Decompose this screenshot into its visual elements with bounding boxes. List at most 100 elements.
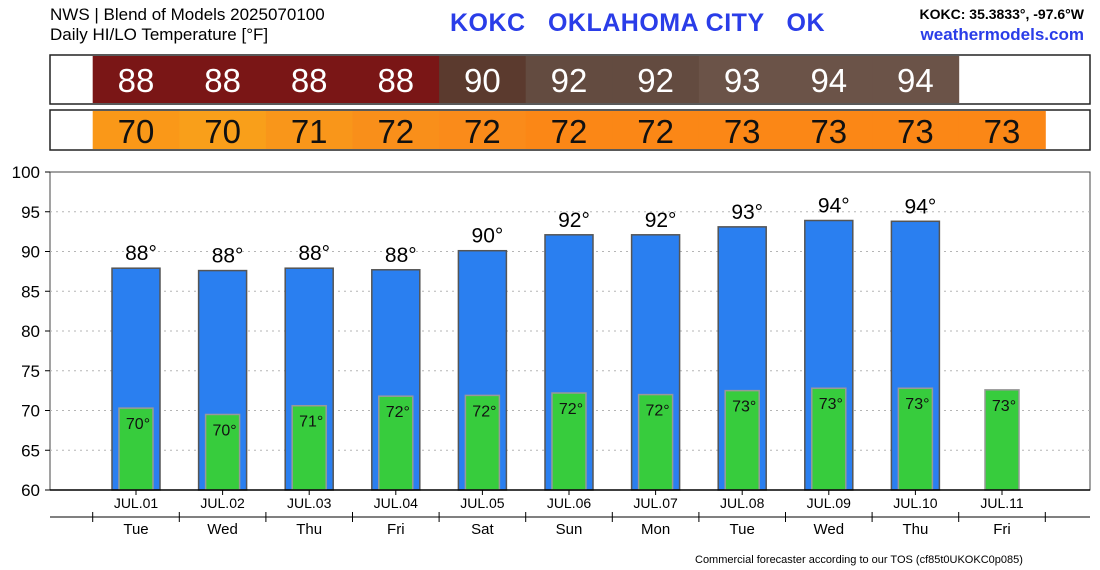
lo-table-value: 70 [118, 113, 155, 150]
hi-bar-label: 92° [645, 209, 677, 232]
hi-table-cell [612, 56, 700, 103]
y-tick-label: 65 [21, 441, 40, 460]
lo-bar-label: 73° [905, 396, 929, 413]
hi-table-cell [872, 56, 960, 103]
day-label: Tue [730, 521, 755, 538]
lo-table-cell [439, 111, 527, 149]
hi-table-value: 88 [204, 62, 241, 99]
hi-table-value: 92 [637, 62, 674, 99]
lo-bar-label: 72° [645, 403, 669, 420]
lo-bar [291, 404, 327, 491]
day-label: Thu [902, 521, 928, 538]
lo-bar [118, 407, 154, 491]
hi-table-value: 88 [291, 62, 328, 99]
lo-table-cell [525, 111, 613, 149]
hi-bar-label: 90° [472, 225, 504, 248]
hi-table-cell [352, 56, 440, 103]
lo-bar-label: 70° [212, 422, 236, 439]
y-tick-label: 60 [21, 481, 40, 500]
y-tick-label: 70 [21, 402, 40, 421]
hi-bar-label: 88° [125, 242, 157, 265]
lo-table-cell [785, 111, 873, 149]
day-label: Sat [471, 521, 494, 538]
hi-table-cell [785, 56, 873, 103]
hi-table-value: 88 [377, 62, 414, 99]
y-tick-label: 85 [21, 282, 40, 301]
day-label: Wed [207, 521, 238, 538]
hi-table-value: 94 [897, 62, 934, 99]
hi-bar-label: 94° [905, 195, 937, 218]
lo-table-cell [698, 111, 786, 149]
hi-bar-label: 93° [731, 201, 763, 224]
lo-bar-label: 73° [819, 396, 843, 413]
lo-table-cell [612, 111, 700, 149]
y-tick-label: 90 [21, 243, 40, 262]
lo-bar [984, 389, 1020, 491]
y-tick-label: 100 [12, 163, 40, 182]
lo-bar-label: 72° [559, 401, 583, 418]
station-coordinates: KOKC: 35.3833°, -97.6°W [919, 6, 1084, 22]
lo-table-value: 72 [377, 113, 414, 150]
x-tick-label: JUL.02 [200, 495, 245, 511]
hi-bar-label: 88° [212, 245, 244, 268]
day-label: Mon [641, 521, 670, 538]
hi-table-value: 92 [551, 62, 588, 99]
lo-bar-label: 72° [472, 403, 496, 420]
x-tick-label: JUL.11 [980, 495, 1024, 511]
y-tick-label: 75 [21, 362, 40, 381]
y-tick-label: 80 [21, 322, 40, 341]
hi-table-cell [525, 56, 613, 103]
lo-table-value: 72 [637, 113, 674, 150]
lo-table-value: 72 [464, 113, 501, 150]
x-tick-label: JUL.09 [807, 495, 852, 511]
lo-table-value: 71 [291, 113, 328, 150]
day-label: Fri [387, 521, 405, 538]
hi-bar-label: 94° [818, 194, 850, 217]
hi-table-value: 90 [464, 62, 501, 99]
x-tick-label: JUL.04 [374, 495, 419, 511]
lo-bar [637, 393, 674, 491]
lo-table-cell [92, 111, 180, 149]
day-label: Thu [296, 521, 322, 538]
hi-table-value: 94 [810, 62, 847, 99]
lo-bar [378, 395, 414, 491]
chart-subtitle: Daily HI/LO Temperature [°F] [50, 25, 269, 44]
lo-bar-label: 73° [992, 398, 1016, 415]
station-name: KOKC OKLAHOMA CITY OK [450, 9, 825, 37]
lo-table-cell [352, 111, 440, 149]
lo-table-value: 70 [204, 113, 241, 150]
hi-bar-label: 88° [298, 242, 330, 265]
x-tick-label: JUL.05 [460, 495, 505, 511]
chart-title: NWS | Blend of Models 2025070100 [50, 5, 325, 24]
x-tick-label: JUL.03 [287, 495, 332, 511]
hi-table-cell [698, 56, 786, 103]
day-label: Tue [123, 521, 148, 538]
day-label: Fri [993, 521, 1011, 538]
lo-table-value: 73 [897, 113, 934, 150]
lo-table-value: 73 [984, 113, 1021, 150]
lo-bar-label: 70° [126, 416, 150, 433]
lo-bar [551, 392, 587, 491]
lo-bar-label: 71° [299, 414, 323, 431]
lo-bar [724, 389, 760, 491]
day-label: Wed [814, 521, 845, 538]
x-tick-label: JUL.10 [893, 495, 938, 511]
y-tick-label: 95 [21, 203, 40, 222]
hi-bar-label: 92° [558, 209, 590, 232]
hi-table-cell [179, 56, 267, 103]
website-link[interactable]: weathermodels.com [920, 25, 1084, 44]
lo-table-cell [958, 111, 1046, 149]
hi-table-value: 93 [724, 62, 761, 99]
hi-table-cell [439, 56, 527, 103]
lo-table-cell [872, 111, 960, 149]
hi-table-value: 88 [118, 62, 155, 99]
day-label: Sun [556, 521, 583, 538]
lo-table-value: 73 [810, 113, 847, 150]
lo-bar [897, 387, 934, 491]
hi-bar-label: 88° [385, 244, 417, 267]
lo-table-value: 72 [551, 113, 588, 150]
lo-bar-label: 73° [732, 399, 756, 416]
x-tick-label: JUL.08 [720, 495, 765, 511]
lo-bar-label: 72° [386, 404, 410, 421]
